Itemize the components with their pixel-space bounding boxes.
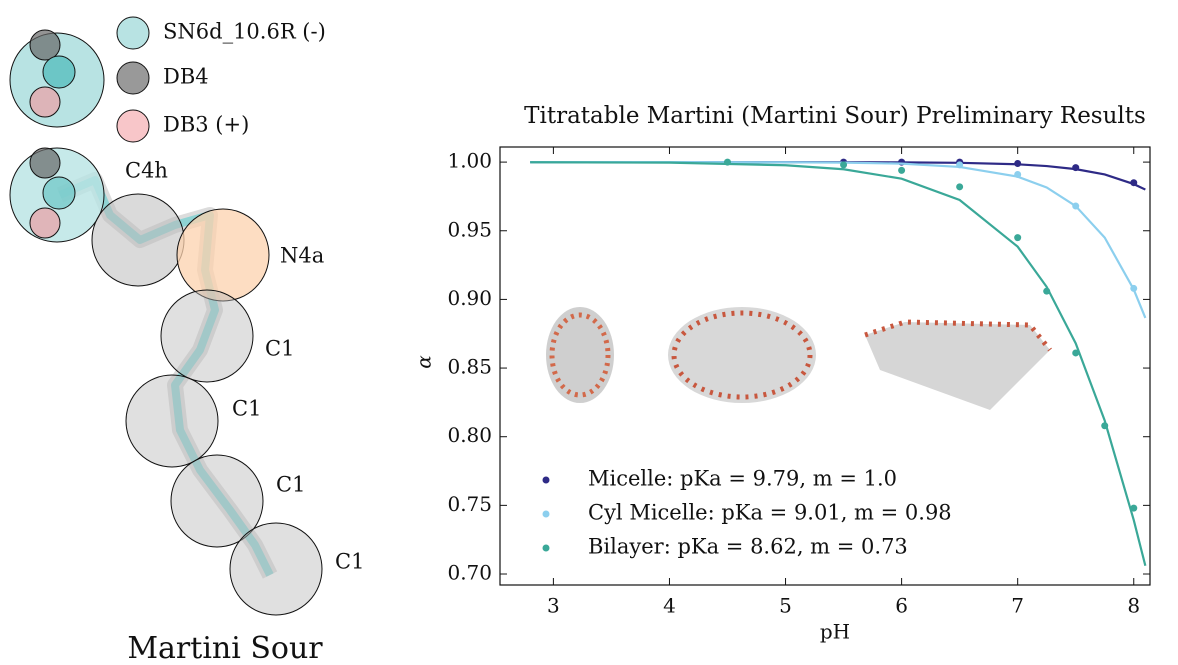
bead	[29, 86, 61, 118]
y-tick-label: 0.85	[447, 355, 492, 379]
legend-marker	[542, 476, 550, 484]
data-point	[840, 161, 848, 169]
snapshot	[549, 312, 611, 398]
fit-line	[530, 161, 1147, 567]
legend-marker	[542, 544, 550, 552]
bead	[91, 193, 185, 287]
bead	[29, 147, 61, 179]
bead	[229, 522, 323, 616]
legend-bead	[116, 61, 150, 95]
x-tick-label: 7	[1011, 594, 1024, 618]
bead-label: C1	[232, 397, 261, 421]
bead	[42, 176, 76, 210]
bead-label: C1	[335, 550, 364, 574]
y-axis-label: α	[412, 355, 436, 369]
bead	[160, 289, 254, 383]
molecule-diagram: SN6d_10.6R (-) DB4 DB3 (+) C4h N4a C1 C1…	[9, 16, 364, 665]
x-tick-label: 4	[663, 594, 676, 618]
membrane-snapshots	[546, 307, 1052, 410]
bead	[29, 29, 61, 61]
bead	[42, 55, 76, 89]
fit-line	[530, 161, 1146, 191]
data-point	[1072, 349, 1080, 357]
data-point	[956, 161, 964, 169]
data-point	[1043, 287, 1051, 295]
snapshot	[671, 310, 813, 400]
data-point	[724, 158, 731, 166]
x-tick-label: 8	[1127, 594, 1140, 618]
bead-label: C4h	[125, 159, 168, 183]
diagram-title: Martini Sour	[127, 631, 323, 665]
legend-bead	[116, 109, 150, 143]
x-tick-label: 3	[547, 594, 560, 618]
plot-frame	[499, 146, 1151, 586]
legend-label: DB4	[163, 65, 209, 89]
bead-label: N4a	[280, 244, 324, 268]
data-point	[1014, 159, 1022, 167]
data-point	[1101, 422, 1109, 430]
y-tick-label: 1.00	[447, 149, 492, 173]
data-point	[1014, 170, 1022, 178]
chart-title: Titratable Martini (Martini Sour) Prelim…	[524, 103, 1146, 129]
y-tick-label: 0.75	[447, 492, 492, 516]
data-point	[956, 183, 964, 191]
chart: Titratable Martini (Martini Sour) Prelim…	[412, 103, 1151, 644]
legend-label: Cyl Micelle: pKa = 9.01, m = 0.98	[588, 501, 952, 525]
snapshot	[668, 307, 816, 403]
fit-line	[530, 161, 1147, 319]
bead-label: C1	[265, 337, 294, 361]
y-tick-label: 0.90	[447, 286, 492, 310]
snapshot	[865, 322, 1050, 410]
legend-label: Micelle: pKa = 9.79, m = 1.0	[588, 467, 897, 491]
x-tick-label: 6	[895, 594, 908, 618]
y-tick-label: 0.80	[447, 423, 492, 447]
data-point	[1072, 202, 1080, 210]
legend-label: Bilayer: pKa = 8.62, m = 0.73	[588, 535, 908, 559]
bead	[176, 208, 270, 302]
data-point	[1072, 164, 1080, 172]
x-tick-label: 5	[779, 594, 792, 618]
legend-bead	[116, 16, 150, 50]
data-point	[1130, 179, 1138, 187]
bead	[170, 454, 264, 548]
legend-label: SN6d_10.6R (-)	[163, 20, 326, 44]
legend-label: DB3 (+)	[163, 113, 249, 137]
bead	[125, 374, 219, 468]
y-tick-label: 0.95	[447, 217, 492, 241]
bead-label: C1	[276, 473, 305, 497]
data-point	[1130, 284, 1138, 292]
data-point	[898, 166, 906, 174]
snapshot	[546, 307, 614, 403]
bead	[29, 207, 61, 239]
y-tick-label: 0.70	[447, 561, 492, 585]
legend-marker	[542, 510, 550, 518]
x-axis-label: pH	[820, 620, 850, 644]
data-point	[1130, 504, 1138, 512]
data-point	[1014, 234, 1022, 242]
